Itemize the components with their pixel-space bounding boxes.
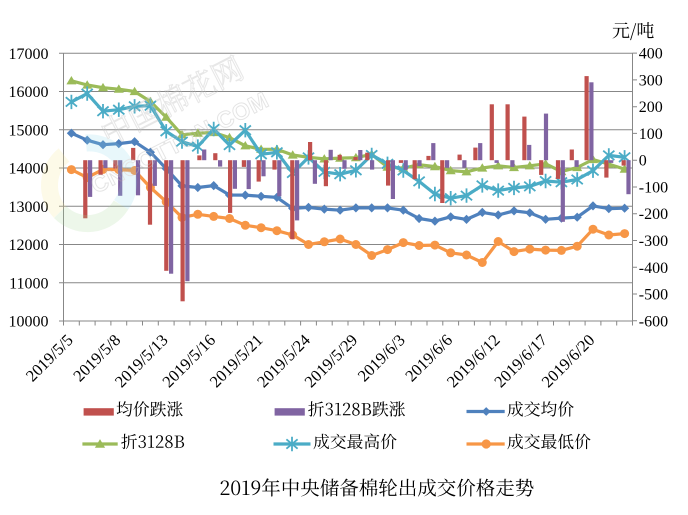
svg-text:17000: 17000: [9, 46, 49, 63]
svg-text:12000: 12000: [9, 237, 49, 254]
svg-text:100: 100: [639, 126, 663, 143]
svg-text:11000: 11000: [9, 275, 48, 292]
svg-text:400: 400: [639, 46, 663, 63]
svg-text:16000: 16000: [9, 84, 49, 101]
svg-text:200: 200: [639, 99, 663, 116]
svg-text:300: 300: [639, 72, 663, 89]
svg-text:-300: -300: [639, 233, 668, 250]
svg-text:15000: 15000: [9, 122, 49, 139]
svg-text:0: 0: [639, 153, 647, 170]
svg-text:-400: -400: [639, 260, 668, 277]
svg-text:-600: -600: [639, 313, 668, 330]
svg-text:10000: 10000: [9, 314, 49, 331]
svg-text:14000: 14000: [9, 161, 49, 178]
svg-text:13000: 13000: [9, 199, 49, 216]
svg-text:-100: -100: [639, 180, 668, 197]
svg-text:-200: -200: [639, 206, 668, 223]
svg-text:-500: -500: [639, 287, 668, 304]
